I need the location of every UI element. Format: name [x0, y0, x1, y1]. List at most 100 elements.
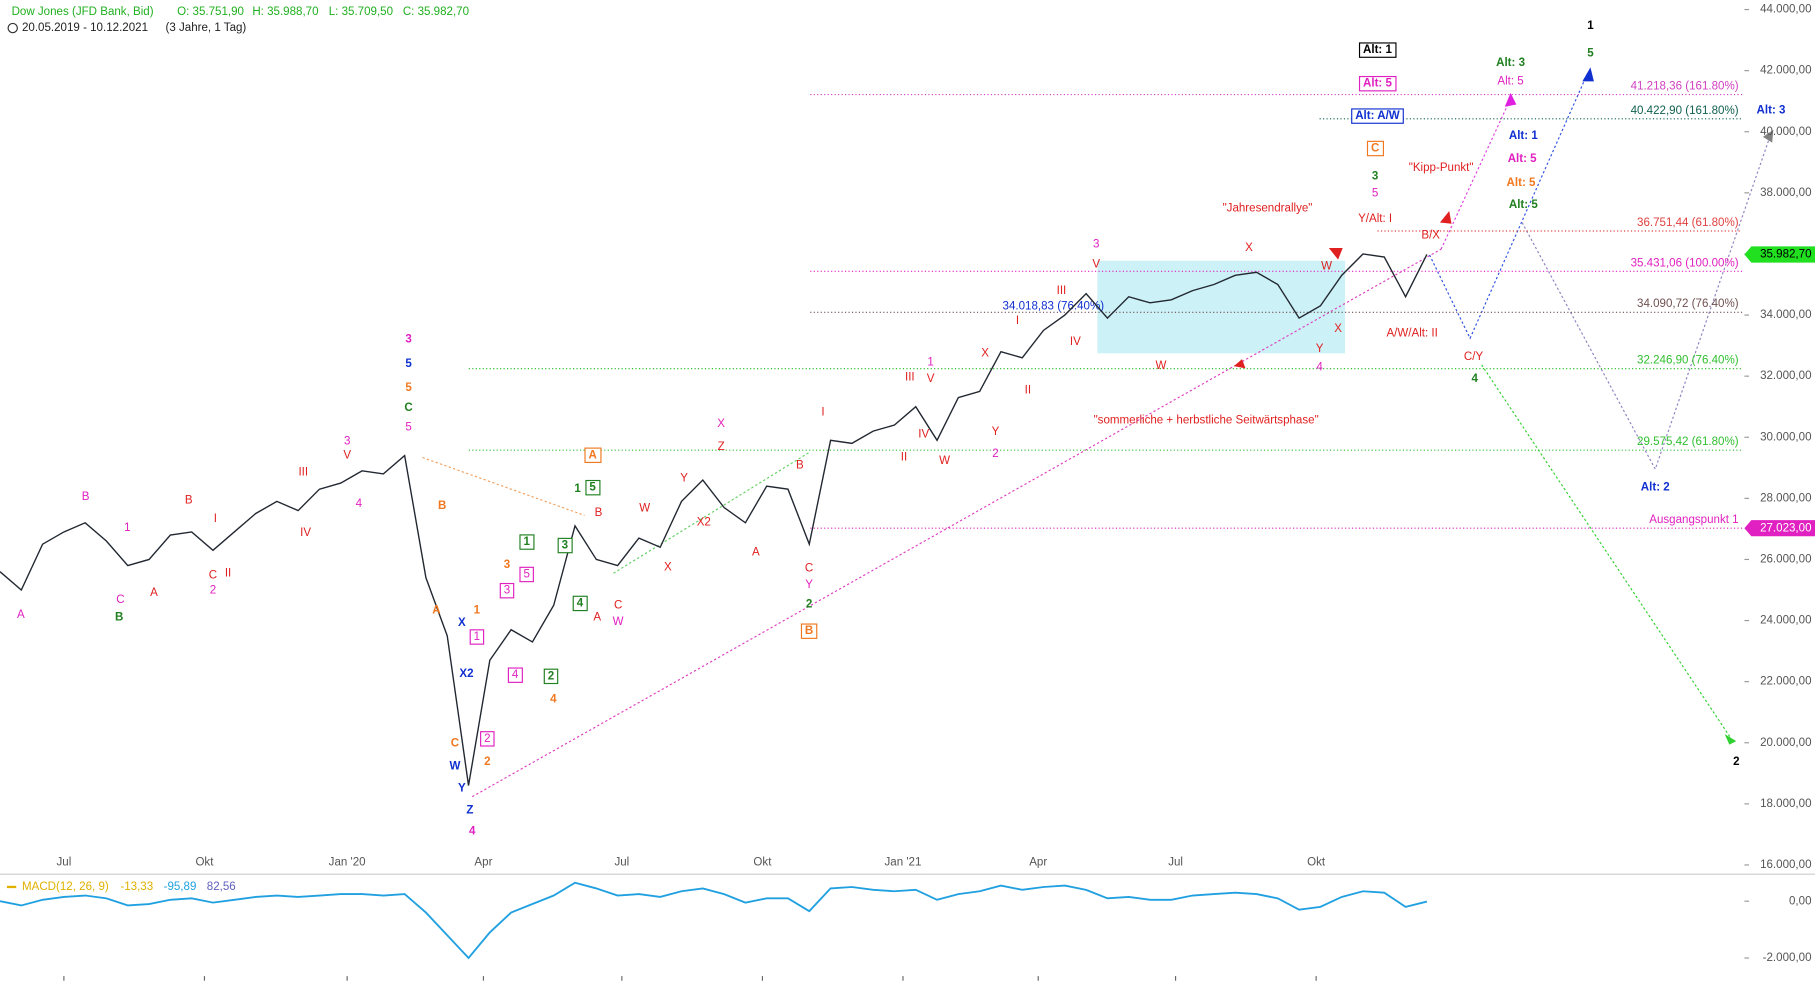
wave-label: V	[1092, 258, 1100, 270]
level-label: 32.246,90 (76.40%)	[1637, 355, 1739, 367]
wave-label: 2	[548, 670, 554, 682]
level-label: 36.751,44 (61.80%)	[1637, 217, 1739, 229]
wave-label: IV	[300, 527, 311, 539]
y-tick-label: 40.000,00	[1760, 126, 1811, 138]
price-tag-label: 27.023,00	[1760, 522, 1811, 534]
wave-label: 4	[356, 498, 363, 510]
wave-label: 2	[484, 756, 490, 768]
price-tag	[1744, 520, 1815, 537]
wave-label: 3	[1372, 170, 1379, 182]
wave-label: B	[805, 625, 813, 637]
wave-label: C	[614, 600, 622, 612]
label-box	[1358, 75, 1397, 92]
level-label: 41.218,36 (161.80%)	[1631, 80, 1739, 92]
wave-label: 4	[577, 597, 584, 609]
macd-tick-label: 0,00	[1789, 895, 1812, 907]
sideways-zone	[1097, 260, 1346, 354]
wave-label: Z	[466, 805, 473, 817]
wave-label: 1	[474, 604, 481, 616]
x-tick-label: Jul	[1168, 857, 1183, 869]
wave-label: 1	[523, 536, 530, 548]
y-tick-label: 22.000,00	[1760, 676, 1811, 688]
macd-legend-swatch	[6, 885, 17, 889]
wave-label: X2	[697, 516, 711, 528]
wave-label: C	[404, 402, 413, 414]
x-tick-label: Jan '21	[885, 857, 922, 869]
arrow	[1328, 247, 1343, 260]
wave-label: B	[185, 494, 193, 506]
label-box	[1351, 108, 1404, 124]
wave-label: 3	[405, 334, 412, 346]
projection	[422, 456, 585, 516]
level-label: 34.018,83 (76.40%)	[1003, 300, 1105, 312]
wave-label: Alt: 3	[1496, 57, 1525, 69]
wave-label: W	[1156, 360, 1167, 372]
wave-label: Alt: 5	[1363, 78, 1392, 90]
wave-label: 3	[1093, 239, 1099, 251]
wave-label: 1	[124, 522, 130, 534]
wave-label: A	[17, 609, 25, 621]
price-line	[0, 253, 1428, 786]
wave-label: Alt: 3	[1757, 104, 1786, 116]
wave-label: W	[1321, 261, 1332, 273]
y-tick-label: 42.000,00	[1760, 65, 1811, 77]
arrows	[1233, 67, 1774, 745]
wave-label: Alt: A/W	[1355, 110, 1400, 122]
wave-label: 2	[806, 599, 812, 611]
wave-label: X	[1334, 323, 1342, 335]
header-ohlc: L: 35.709,50	[329, 6, 393, 18]
level-label: 34.090,72 (76.40%)	[1637, 298, 1739, 310]
wave-label: 1	[1587, 20, 1594, 32]
wave-label: W	[613, 616, 624, 628]
x-tick-label: Jul	[56, 857, 71, 869]
price-tag	[1744, 246, 1815, 263]
macd-line	[0, 881, 1428, 960]
x-tick-label: Okt	[753, 857, 772, 869]
wave-label: Y	[1316, 343, 1324, 355]
wave-label: A	[432, 604, 441, 616]
wave-label: II	[901, 452, 907, 464]
wave-label: C	[116, 594, 124, 606]
y-tick-label: 16.000,00	[1760, 859, 1811, 871]
wave-label: Z	[718, 441, 725, 453]
wave-label: Alt: 1	[1363, 44, 1392, 56]
y-tick-label: 30.000,00	[1760, 431, 1811, 443]
wave-label: I	[214, 513, 217, 525]
label-box	[543, 668, 559, 685]
label-box	[1358, 42, 1397, 58]
wave-label: W	[939, 455, 950, 467]
wave-label: 4	[1471, 373, 1478, 385]
y-tick-label: 38.000,00	[1760, 187, 1811, 199]
wave-label: A	[150, 587, 158, 599]
wave-label: C	[1371, 143, 1380, 155]
wave-label: C	[209, 570, 217, 582]
header-ohlc: O: 35.751,90	[177, 6, 244, 18]
wave-label: W	[639, 503, 650, 515]
wave-label: Alt: 5	[1509, 199, 1538, 211]
arrow	[1582, 67, 1594, 82]
level-label: 29.575,42 (61.80%)	[1637, 436, 1739, 448]
clock-icon	[7, 22, 18, 34]
header-title: Dow Jones (JFD Bank, Bid)	[12, 6, 154, 18]
label-box	[519, 534, 535, 550]
wave-label: A/W/Alt: II	[1386, 328, 1437, 340]
arrow	[1762, 129, 1774, 143]
wave-label: Alt: 2	[1641, 482, 1670, 494]
wave-label: III	[1057, 285, 1067, 297]
wave-label: III	[905, 372, 915, 384]
macd-readout: -13,33	[120, 881, 153, 893]
header-range: 20.05.2019 - 10.12.2021	[22, 22, 148, 34]
wave-label: I	[1016, 315, 1019, 327]
wave-label: 3	[504, 585, 510, 597]
projection	[1481, 364, 1734, 742]
header-ohlc: C: 35.982,70	[403, 6, 469, 18]
wave-label: 5	[1372, 188, 1378, 200]
wave-label: 2	[992, 448, 998, 460]
x-tick-label: Okt	[195, 857, 214, 869]
label-box	[507, 667, 523, 683]
wave-label: 5	[405, 358, 412, 370]
header-span: (3 Jahre, 1 Tag)	[166, 22, 247, 34]
arrow	[1233, 359, 1246, 369]
wave-label: B	[115, 611, 123, 623]
